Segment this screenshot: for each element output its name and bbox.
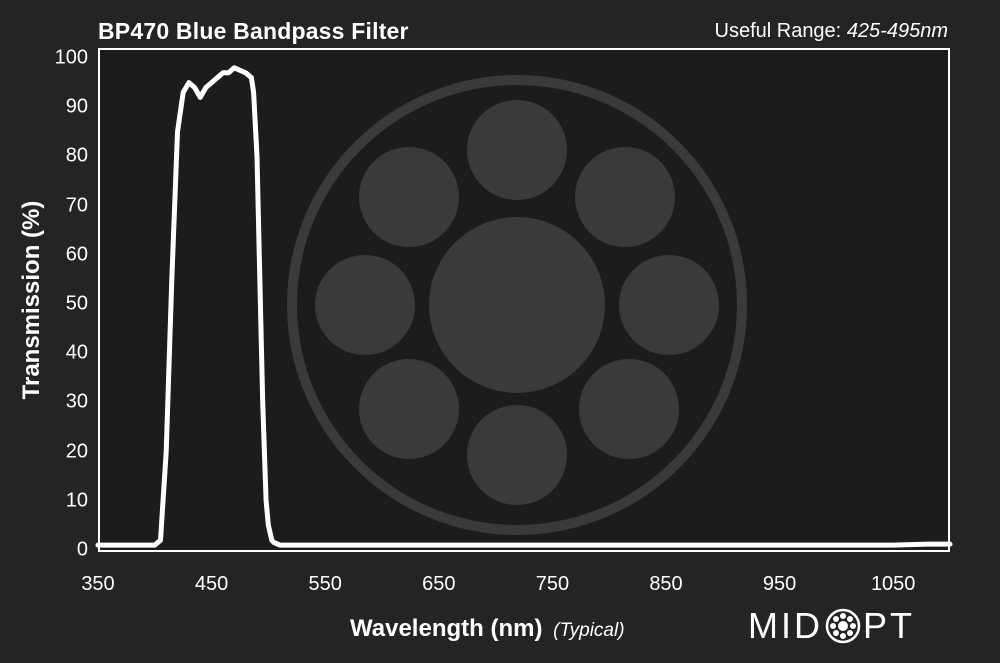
y-tick-label: 50 <box>65 292 88 315</box>
x-tick-label: 350 <box>81 573 115 595</box>
typical-note: (Typical) <box>553 620 625 641</box>
x-axis-label: Wavelength (nm) <box>350 615 543 642</box>
filter-wheel-icon <box>825 608 861 644</box>
chart-title: BP470 Blue Bandpass Filter <box>98 18 409 44</box>
y-tick-label: 20 <box>65 440 88 463</box>
x-tick-label: 650 <box>422 573 456 595</box>
x-tick-label: 850 <box>649 573 683 595</box>
x-tick-label: 950 <box>762 573 797 595</box>
useful-range-value: 425-495nm <box>846 20 948 42</box>
y-tick-label: 80 <box>65 144 88 167</box>
x-tick-label: 1050 <box>870 573 916 595</box>
useful-range: Useful Range: 425-495nm <box>715 20 949 43</box>
midopt-logo: MID PT <box>748 605 916 646</box>
y-tick-label: 70 <box>65 194 88 217</box>
series-line-0 <box>95 65 953 548</box>
y-tick-label: 30 <box>65 390 88 413</box>
y-tick-label: 40 <box>65 341 88 364</box>
x-tick-label: 450 <box>194 573 229 595</box>
y-tick-label: 90 <box>65 95 88 118</box>
x-axis-label-group: Wavelength (nm) (Typical) <box>350 615 625 643</box>
logo-text-left: MID <box>748 605 823 646</box>
y-tick-label: 0 <box>76 538 88 561</box>
watermark-logo <box>287 75 747 535</box>
y-tick-label: 10 <box>65 489 88 512</box>
x-tick-label: 750 <box>535 573 570 595</box>
y-tick-label: 100 <box>54 46 88 69</box>
logo-text-right: PT <box>863 605 916 646</box>
y-axis-label: Transmission (%) <box>18 200 45 400</box>
useful-range-label: Useful Range: <box>714 20 842 42</box>
x-tick-label: 550 <box>308 573 342 595</box>
y-tick-label: 60 <box>65 243 88 266</box>
